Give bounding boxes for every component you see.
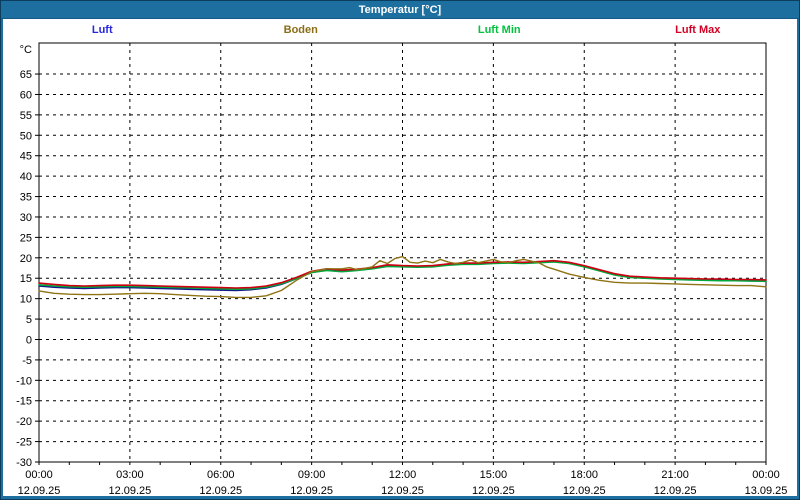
legend-item-luft-min: Luft Min (477, 24, 521, 36)
legend-item-luft: Luft (91, 24, 113, 36)
chart-content: Luft Boden Luft Min Luft Max -30 -25 -20 -1… (3, 19, 799, 499)
y-tick-label: 0 (26, 334, 32, 346)
x-tick-time-label: 00:00 (25, 469, 53, 481)
y-tick-label: 55 (20, 110, 32, 122)
y-tick-label: 20 (20, 253, 32, 265)
y-tick-label: -25 (16, 437, 32, 449)
x-tick-date-label: 12.09.25 (290, 485, 333, 497)
y-tick-label: -10 (16, 375, 32, 387)
y-tick-label: 45 (20, 151, 32, 163)
y-axis-unit-label: °C (20, 44, 32, 56)
y-tick-label: -30 (16, 457, 32, 469)
page-title: Temperatur [°C] (358, 3, 442, 16)
chart-area: -30 -25 -20 -15 -10 -5 0 5 10 15 20 25 30 35 40 45 50 55 6… (3, 41, 799, 499)
chart-legend: Luft Boden Luft Min Luft Max (3, 19, 797, 41)
y-tick-label: 60 (20, 89, 32, 101)
x-tick-time-label: 21:00 (661, 469, 689, 481)
x-tick-time-label: 03:00 (116, 469, 144, 481)
y-tick-label: -15 (16, 396, 32, 408)
y-tick-label: 15 (20, 273, 32, 285)
y-tick-label: 35 (20, 192, 32, 204)
x-tick-date-label: 12.09.25 (381, 485, 424, 497)
x-tick-date-label: 12.09.25 (472, 485, 515, 497)
x-tick-date-label: 12.09.25 (563, 485, 606, 497)
x-tick-time-label: 18:00 (570, 469, 598, 481)
y-tick-label: -20 (16, 416, 32, 428)
x-tick-date-label: 12.09.25 (199, 485, 242, 497)
x-tick-date-label: 13.09.25 (745, 485, 788, 497)
series-line-luft-max (38, 259, 767, 289)
temperature-chart: -30 -25 -20 -15 -10 -5 0 5 10 15 20 25 30 35 40 45 50 55 6… (16, 42, 788, 497)
y-tick-label: 5 (26, 314, 32, 326)
plot-border (38, 42, 767, 463)
y-tick-label: 30 (20, 212, 32, 224)
x-tick-date-label: 12.09.25 (18, 485, 61, 497)
x-tick-time-label: 12:00 (389, 469, 417, 481)
x-tick-time-label: 15:00 (480, 469, 508, 481)
series-line-boden (38, 255, 767, 299)
title-bar: Temperatur [°C] (1, 1, 799, 19)
x-tick-time-label: 00:00 (752, 469, 780, 481)
legend-item-luft-max: Luft Max (675, 24, 721, 36)
x-tick-date-label: 12.09.25 (108, 485, 151, 497)
legend-item-boden: Boden (283, 24, 318, 36)
y-tick-label: 65 (20, 69, 32, 81)
y-tick-label: 50 (20, 130, 32, 142)
x-tick-time-label: 06:00 (207, 469, 235, 481)
x-tick-date-label: 12.09.25 (654, 485, 697, 497)
y-tick-label: 40 (20, 171, 32, 183)
series-line-luft-min (38, 261, 767, 291)
x-tick-time-label: 09:00 (298, 469, 326, 481)
y-tick-label: -5 (22, 355, 32, 367)
y-tick-label: 25 (20, 232, 32, 244)
y-tick-label: 10 (20, 294, 32, 306)
